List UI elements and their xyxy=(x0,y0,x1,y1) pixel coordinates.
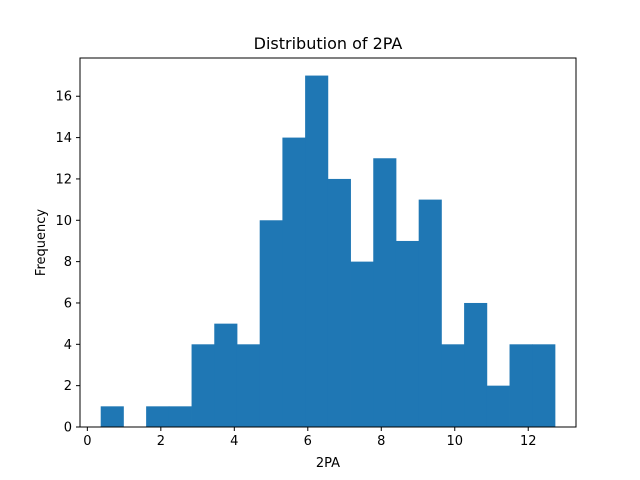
histogram-bar xyxy=(395,240,420,427)
histogram-bar xyxy=(441,344,465,427)
x-tick-label: 12 xyxy=(520,434,537,449)
y-axis-ticks: 0 2 4 6 8 10 12 14 16 xyxy=(55,90,80,436)
y-axis-label: Frequency xyxy=(34,209,49,276)
x-tick-label: 6 xyxy=(304,434,312,449)
histogram-bar xyxy=(282,137,306,427)
x-tick-label: 8 xyxy=(377,434,385,449)
histogram-bar xyxy=(350,261,374,427)
histogram-bar xyxy=(327,178,351,427)
chart-title: Distribution of 2PA xyxy=(254,34,403,53)
x-tick-label: 10 xyxy=(446,434,463,449)
x-tick-label: 2 xyxy=(157,434,165,449)
histogram-bar xyxy=(509,344,533,427)
y-tick-label: 0 xyxy=(64,421,72,436)
histogram-bar xyxy=(236,344,261,427)
x-tick-label: 4 xyxy=(230,434,238,449)
y-tick-label: 8 xyxy=(64,255,72,270)
y-tick-label: 12 xyxy=(55,172,72,187)
histogram-bar xyxy=(418,199,442,427)
y-tick-label: 14 xyxy=(55,131,72,146)
histogram-bar xyxy=(532,344,556,427)
plot-frame xyxy=(79,57,577,428)
histogram-bar xyxy=(259,220,283,427)
histogram-bar xyxy=(214,323,238,427)
histogram-bar xyxy=(305,75,329,428)
histogram-bar xyxy=(100,406,124,427)
y-tick-label: 2 xyxy=(64,379,72,394)
y-tick-label: 16 xyxy=(55,90,72,105)
histogram-bar xyxy=(191,344,215,427)
bars-group xyxy=(100,75,556,428)
x-axis-ticks: 0 2 4 6 8 10 12 xyxy=(83,427,537,449)
histogram-bar xyxy=(146,406,170,427)
x-tick-label: 0 xyxy=(83,434,91,449)
y-tick-label: 10 xyxy=(55,214,72,229)
histogram-bar xyxy=(373,158,397,427)
y-tick-label: 6 xyxy=(64,296,72,311)
histogram-bar xyxy=(486,385,510,427)
histogram-bar xyxy=(464,302,488,427)
histogram-bar xyxy=(168,406,192,427)
x-axis-label: 2PA xyxy=(316,456,340,471)
y-tick-label: 4 xyxy=(64,338,72,353)
